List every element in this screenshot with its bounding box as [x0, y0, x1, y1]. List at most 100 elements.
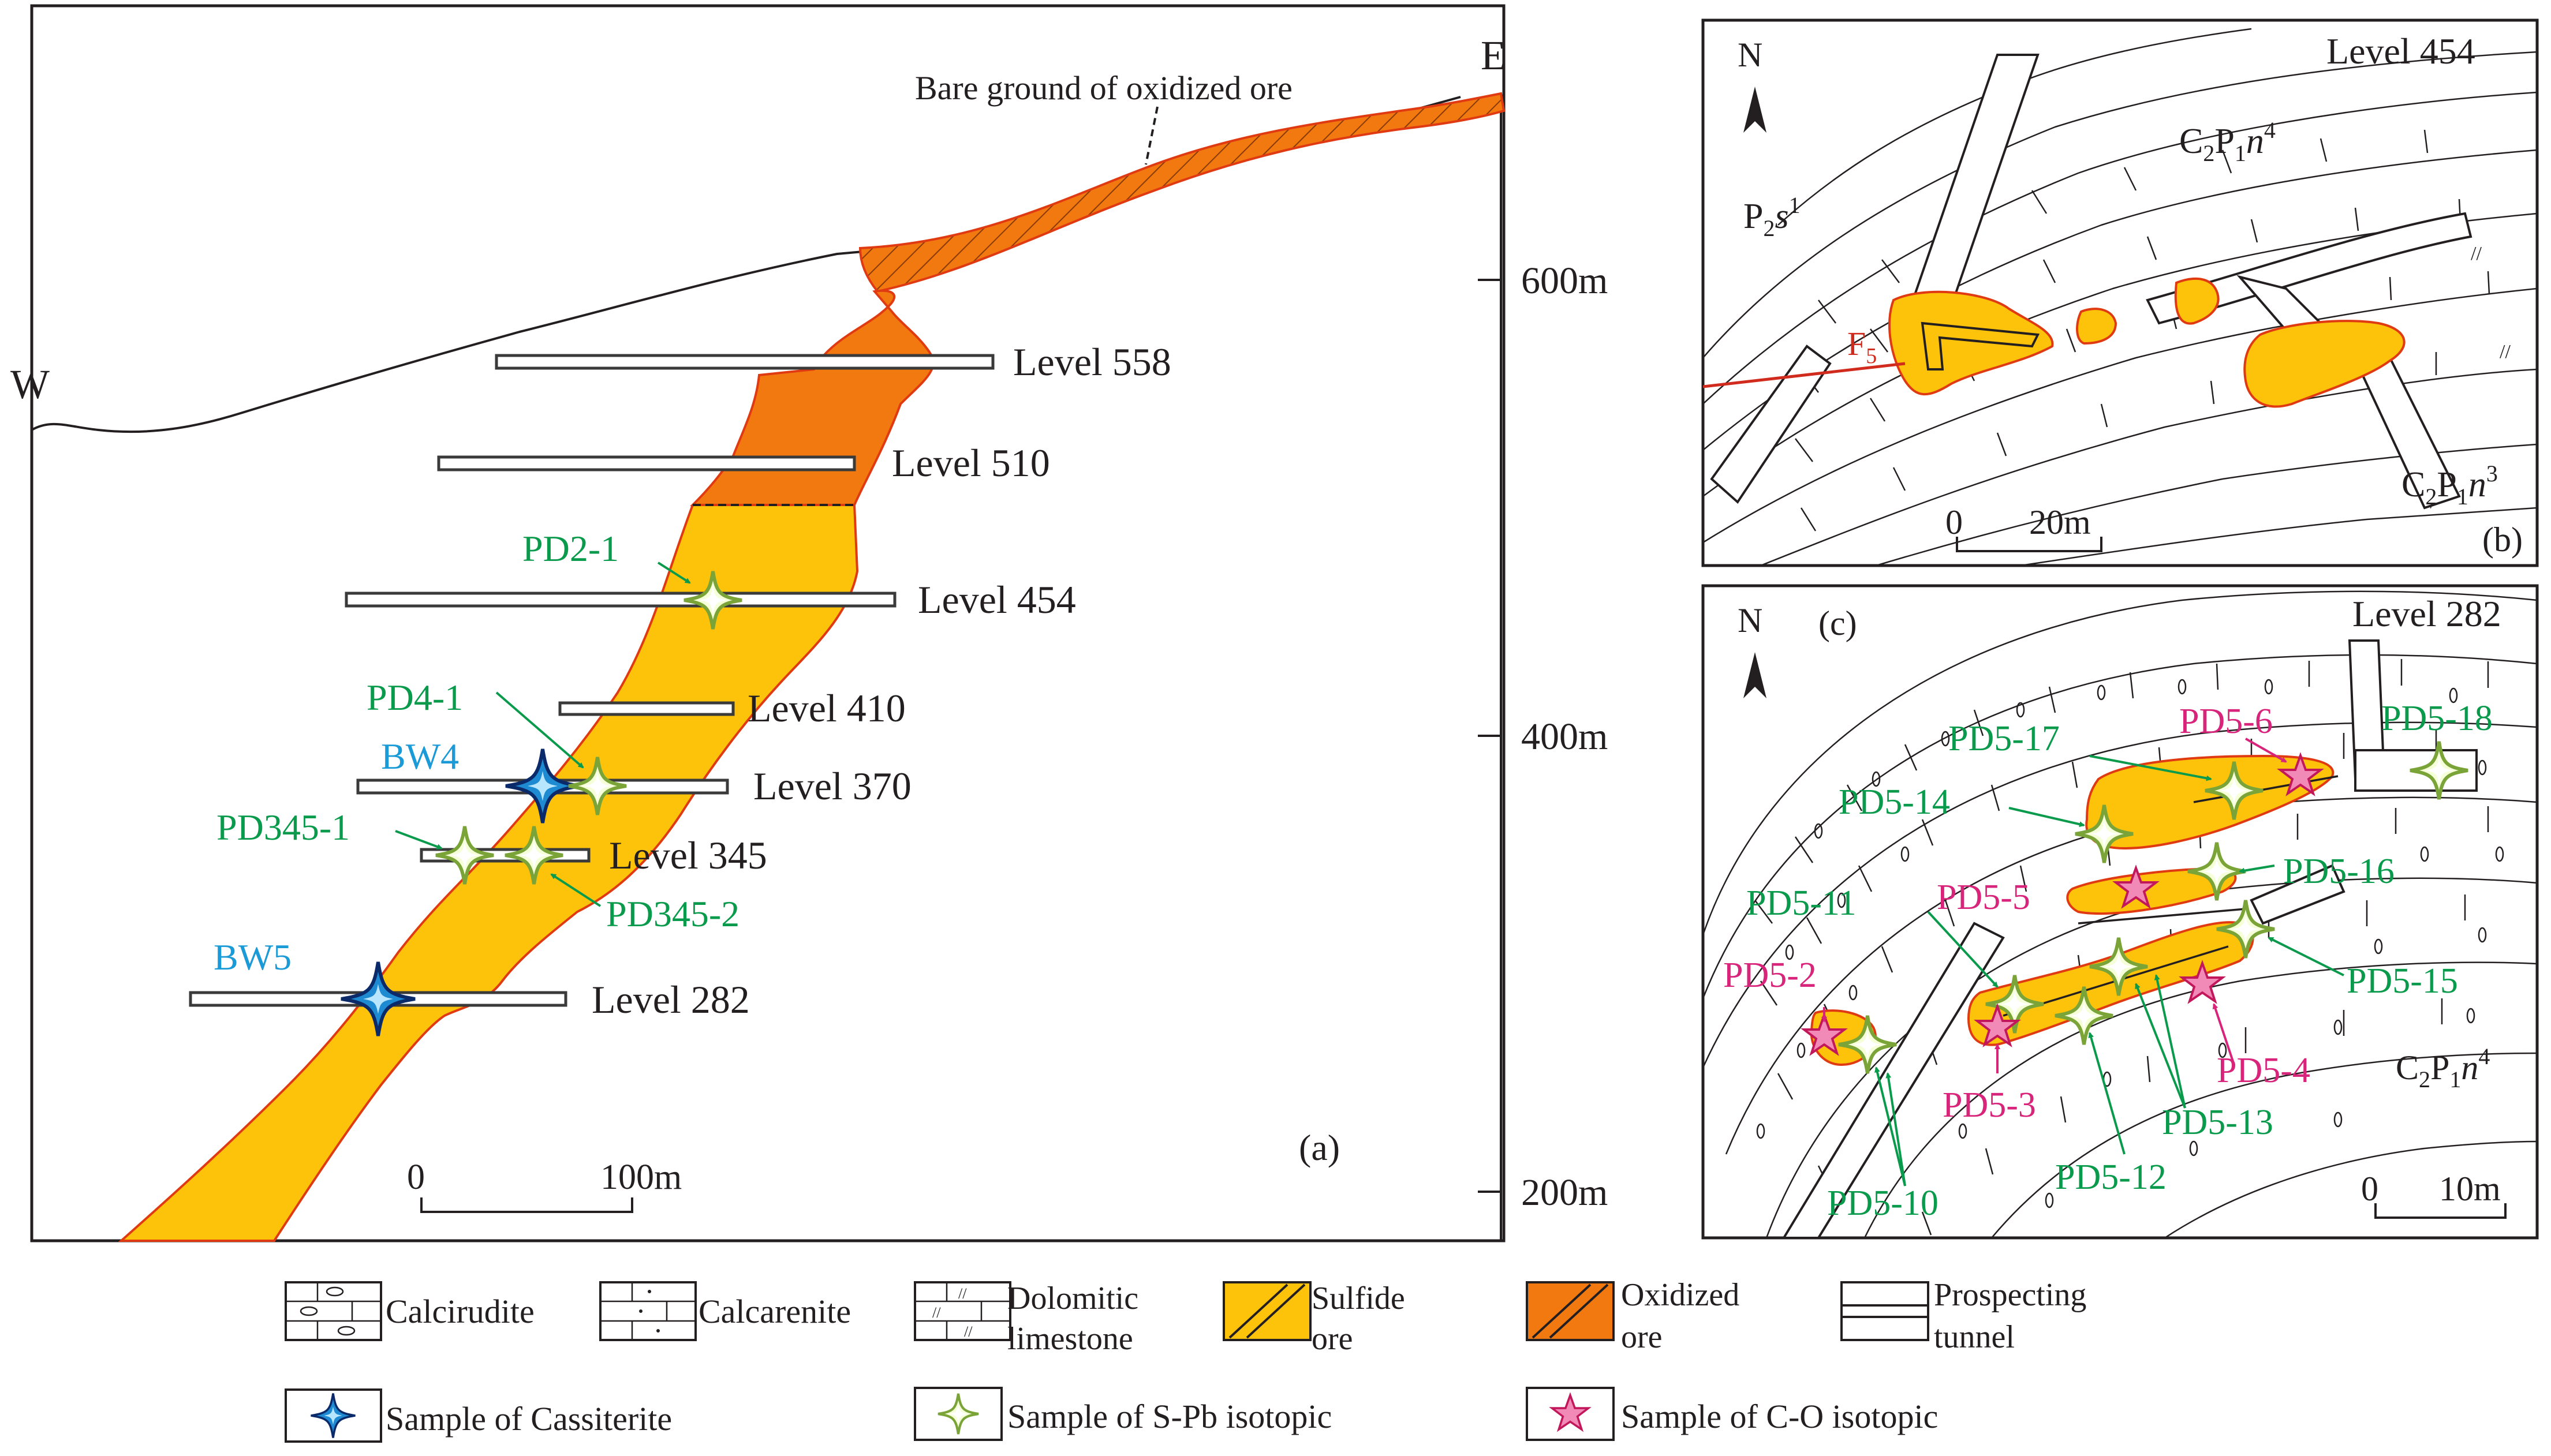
c2p1n4-c-sup: 4	[2478, 1043, 2490, 1069]
level-370-label: Level 370	[753, 764, 912, 808]
bare-ground-oxidized-ore	[858, 92, 1506, 293]
bw5-label: BW5	[214, 937, 292, 978]
c2p1n4-b-psub: 1	[2235, 140, 2246, 166]
pd5-14-label: PD5-14	[1839, 783, 1950, 822]
panel-b-level-454-plan: // // // N Level 454 P2s1 C2P1n4 C2P1n3 …	[1701, 18, 2539, 567]
north-arrow-b-icon	[1743, 87, 1766, 133]
tunnel-level-510	[437, 455, 856, 471]
legend-calcarenite-label: Calcarenite	[699, 1293, 851, 1330]
level-282-label: Level 282	[592, 978, 750, 1021]
pd4-1-label: PD4-1	[367, 677, 463, 718]
level-558-label: Level 558	[1013, 340, 1171, 384]
legend-sulfide-label-1: Sulfide	[1312, 1281, 1405, 1316]
legend-oxidized-swatch	[1526, 1281, 1615, 1341]
legend-oxidized-label-1: Oxidized	[1621, 1277, 1739, 1313]
pd5-11-label: PD5-11	[1746, 884, 1857, 923]
pd345-2-label: PD345-2	[606, 893, 739, 934]
c2p1n3-csub: 2	[2425, 484, 2437, 510]
legend-oxidized-label-2: ore	[1621, 1319, 1663, 1355]
legend-co-label: Sample of C-O isotopic	[1621, 1398, 1938, 1435]
pd5-16-arrow	[2239, 864, 2275, 874]
legend-dolomitic-label-2: limestone	[1007, 1321, 1133, 1357]
north-arrow-c-icon	[1743, 652, 1766, 698]
bedding-b-1	[1703, 91, 2537, 405]
legend-sulfide-label-2: ore	[1312, 1321, 1353, 1357]
legend-dolomitic-label-1: Dolomitic	[1007, 1281, 1138, 1316]
pd5-16-label: PD5-16	[2283, 852, 2395, 891]
tunnel-c-east	[2250, 864, 2345, 925]
panel-c-level-282-plan: N (c) Level 282 PD5-18 PD5-17 PD5-14 PD5…	[1701, 584, 2539, 1240]
c2p1n4-c-p: P	[2430, 1049, 2449, 1087]
legend-tunnel-swatch	[1840, 1281, 1929, 1341]
legend: Calcirudite Calcarenite // // // Dolomitic…	[285, 1277, 2086, 1443]
pd5-5-label: PD5-5	[1937, 878, 2030, 917]
tunnel-level-558	[495, 354, 995, 370]
pd5-13-arrow-2	[2154, 974, 2186, 1109]
svg-text://: //	[932, 1304, 941, 1321]
legend-sulfide-swatch	[1223, 1281, 1312, 1341]
legend-calcarenite-swatch	[599, 1281, 697, 1341]
west-label: W	[10, 361, 50, 407]
level-454-label: Level 454	[918, 578, 1076, 622]
pd5-11-arrow	[1927, 911, 1999, 988]
orebody-c-middle	[2066, 867, 2237, 915]
pd2-1-arrow	[657, 562, 691, 584]
pd5-13-arrow-1	[2135, 983, 2186, 1109]
legend-calcirudite-label: Calcirudite	[386, 1293, 535, 1330]
bedding-b-4	[1703, 287, 2537, 544]
panel-a-scale-bar	[420, 1197, 633, 1213]
tunnel-level-454	[345, 592, 897, 608]
tunnel-b-east	[2146, 212, 2472, 325]
c2p1n4-b-sup: 4	[2264, 117, 2276, 143]
c2p1n3-label: C2P1n3	[2401, 461, 2498, 510]
panel-b-frame	[1701, 18, 2539, 567]
c2p1n4-b-csub: 2	[2203, 140, 2214, 166]
panel-a-scale-zero: 0	[407, 1158, 425, 1197]
pd2-1-label: PD2-1	[522, 528, 619, 569]
panel-c-north-letter: N	[1738, 601, 1762, 639]
panel-b-scale-length: 20m	[2029, 503, 2091, 541]
panel-c-title: Level 282	[2352, 593, 2501, 634]
pd5-17-label: PD5-17	[1948, 719, 2060, 758]
tunnel-c-sw	[1782, 922, 2005, 1238]
pd5-10-arrow-1	[1874, 1066, 1906, 1186]
c2p1n4-b-c: C	[2179, 122, 2203, 161]
bedding-b-6	[1876, 443, 2537, 566]
bedding-b-7	[2020, 507, 2537, 566]
dolomite-mark-2: //	[2500, 341, 2511, 362]
p2s1-label: P2s1	[1743, 192, 1801, 241]
bare-ground-label: Bare ground of oxidized ore	[915, 69, 1293, 107]
p2s1-sub: 2	[1763, 215, 1775, 241]
dolomite-mark-1: //	[2471, 243, 2482, 264]
level-510-label: Level 510	[892, 441, 1050, 485]
pd345-1-label: PD345-1	[216, 807, 350, 848]
sulfide-ore-body	[118, 504, 859, 1242]
panel-c-label: (c)	[1818, 604, 1857, 642]
bedding-c-1	[1703, 654, 2537, 999]
c2p1n4-b-letter: n	[2246, 122, 2264, 161]
legend-tunnel-label-2: tunnel	[1934, 1319, 2015, 1355]
p2s1-base: P	[1743, 197, 1763, 236]
orebody-b-2	[2076, 308, 2117, 345]
bedding-c-2	[1703, 721, 2537, 1068]
panel-c-scale-length: 10m	[2439, 1170, 2501, 1208]
pd5-10-label: PD5-10	[1827, 1184, 1939, 1223]
legend-dolomitic-swatch: // // //	[914, 1281, 1011, 1341]
pd5-3-label: PD5-3	[1943, 1086, 2036, 1125]
level-345-label: Level 345	[609, 833, 767, 877]
pd5-10-arrow-2	[1885, 1072, 1906, 1186]
c2p1n4-c-c: C	[2396, 1049, 2419, 1087]
pd345-1-arrow	[395, 830, 443, 849]
joints-c-5	[1921, 998, 2443, 1236]
tunnel-level-410	[558, 701, 735, 716]
panel-c-strata	[1703, 590, 2537, 1238]
bedding-c-7	[2164, 1140, 2537, 1238]
c2p1n3-p: P	[2437, 465, 2456, 504]
panel-b-scale-zero: 0	[1945, 503, 1963, 541]
pd345-2-arrow	[550, 873, 602, 907]
panel-c-scale-bar	[2374, 1203, 2507, 1219]
panel-c-scale-zero: 0	[2361, 1170, 2378, 1208]
bedding-c-8	[1703, 590, 2537, 935]
c2p1n3-c: C	[2401, 465, 2425, 504]
